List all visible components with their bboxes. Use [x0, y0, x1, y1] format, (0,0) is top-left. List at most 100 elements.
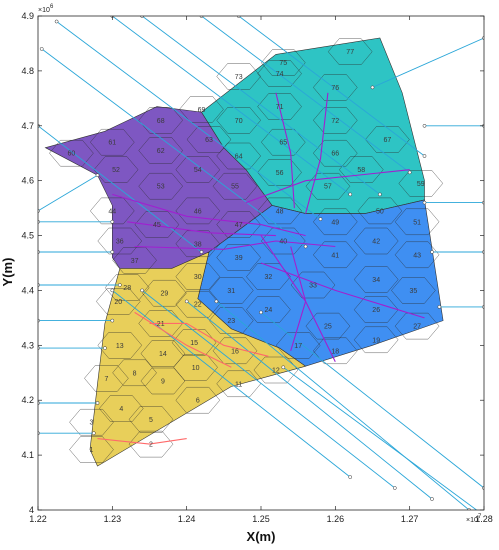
streamline-node — [281, 365, 286, 370]
hex-cell-17 — [275, 332, 321, 359]
hex-cell-12 — [253, 356, 299, 384]
hex-cell-76 — [312, 74, 358, 101]
hex-cell-46 — [175, 197, 221, 225]
x-exponent-power: 7 — [478, 514, 482, 520]
x-tick-label: 1.22 — [29, 514, 47, 524]
streamline-node — [370, 85, 375, 90]
cell-label-66: 66 — [331, 151, 339, 158]
y-tick-label: 4.1 — [21, 450, 34, 460]
hex-cell-73 — [216, 63, 262, 90]
streamline-3 — [112, 16, 351, 195]
cell-label-43: 43 — [413, 252, 421, 259]
cell-label-57: 57 — [324, 184, 332, 191]
streamline-10 — [186, 301, 433, 500]
flow-path-4 — [275, 92, 295, 209]
streamline-node — [110, 219, 115, 224]
streamline-node — [422, 200, 427, 205]
cell-label-68: 68 — [157, 118, 165, 125]
streamline-node — [39, 47, 44, 51]
streamline-node — [303, 244, 308, 249]
cell-label-65: 65 — [279, 140, 287, 147]
x-tick-label: 1.24 — [178, 514, 196, 524]
flow-path-1 — [112, 193, 306, 237]
cell-label-62: 62 — [157, 148, 165, 155]
cell-label-74: 74 — [276, 71, 284, 78]
hex-cell-45 — [134, 211, 180, 238]
hex-cell-2 — [128, 430, 174, 458]
cell-label-22: 22 — [194, 302, 202, 309]
cell-label-32: 32 — [265, 274, 273, 281]
cell-labels-layer: 1234567891011121314151617181920212223242… — [68, 49, 425, 454]
cell-label-75: 75 — [279, 60, 287, 67]
cell-label-35: 35 — [410, 288, 418, 295]
streamline-25 — [372, 37, 484, 88]
streamline-node — [378, 192, 382, 197]
hex-cell-71 — [257, 93, 302, 120]
cell-label-9: 9 — [161, 379, 165, 386]
streamline-node — [422, 123, 427, 128]
cell-label-12: 12 — [272, 368, 280, 375]
streamline-8 — [112, 290, 351, 478]
cell-label-1: 1 — [90, 447, 94, 454]
y-axis-label: Y(m) — [0, 258, 15, 287]
cell-label-70: 70 — [235, 118, 243, 125]
hex-cell-77 — [327, 38, 373, 65]
streamline-node — [95, 173, 100, 178]
cell-label-26: 26 — [372, 307, 380, 314]
hex-cell-75 — [260, 49, 306, 76]
cell-label-37: 37 — [131, 258, 139, 265]
flow-path-9 — [260, 262, 425, 319]
y-tick-label: 4.2 — [21, 395, 34, 405]
cell-label-69: 69 — [198, 107, 206, 114]
hex-cell-53 — [138, 172, 184, 200]
hex-cell-66 — [312, 139, 358, 167]
hex-cell-4 — [98, 395, 144, 422]
cell-label-56: 56 — [276, 170, 284, 177]
hex-cell-6 — [175, 386, 221, 414]
cell-label-71: 71 — [276, 104, 284, 111]
hex-cell-44 — [89, 197, 135, 225]
streamline-node — [110, 288, 115, 293]
hex-cell-15 — [171, 329, 217, 356]
cell-label-33: 33 — [309, 283, 317, 290]
y-tick-label: 4.4 — [21, 285, 34, 295]
cell-label-53: 53 — [157, 184, 165, 191]
hex-cell-67 — [365, 126, 410, 153]
hex-cell-43 — [394, 241, 440, 269]
cell-label-50: 50 — [376, 208, 384, 215]
streamline-node — [140, 288, 144, 293]
hex-cell-34 — [353, 266, 399, 293]
hex-cell-7 — [84, 365, 129, 392]
hex-cell-30 — [175, 263, 221, 290]
streamline-13 — [283, 366, 478, 510]
cell-label-61: 61 — [108, 140, 116, 147]
y-tick-label: 4.7 — [21, 121, 34, 131]
hex-cell-32 — [246, 263, 291, 290]
cell-label-10: 10 — [192, 365, 200, 372]
cell-label-46: 46 — [194, 208, 202, 215]
cell-label-19: 19 — [372, 337, 380, 344]
streamline-node — [117, 283, 122, 287]
streamline-node — [54, 19, 59, 24]
hex-cell-64 — [216, 142, 262, 170]
hex-cell-14 — [140, 340, 186, 367]
cell-label-18: 18 — [331, 348, 339, 355]
hex-cell-35 — [391, 277, 436, 304]
cell-label-34: 34 — [372, 277, 380, 284]
cell-label-49: 49 — [331, 219, 339, 226]
streamline-node — [110, 250, 115, 254]
hex-cell-37 — [112, 247, 157, 274]
y-exponent-power: 6 — [50, 4, 54, 10]
flow-path-2 — [127, 221, 276, 237]
y-tick-label: 4.9 — [21, 11, 34, 21]
cell-label-4: 4 — [119, 406, 123, 413]
cell-label-48: 48 — [276, 208, 284, 215]
streamline-node — [430, 497, 434, 501]
streamline-node — [95, 401, 100, 405]
x-tick-label: 1.27 — [401, 514, 419, 524]
y-exponent-base: ×10 — [38, 7, 50, 14]
hex-cell-13 — [97, 332, 143, 359]
streamline-node — [184, 299, 189, 304]
streamline-11 — [216, 301, 470, 510]
cell-label-20: 20 — [114, 299, 122, 306]
